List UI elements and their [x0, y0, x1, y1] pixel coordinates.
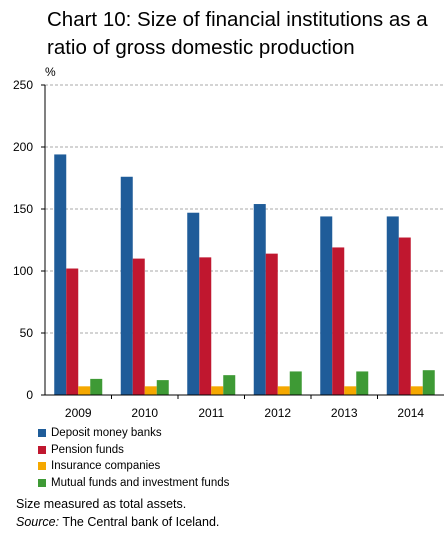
bar-2009-0 — [54, 154, 67, 395]
legend-item-3: Mutual funds and investment funds — [38, 475, 229, 492]
y-tick-label-150: 150 — [13, 202, 33, 216]
bar-2011-2 — [211, 386, 224, 395]
y-tick-label-250: 250 — [13, 78, 33, 92]
bar-2013-3 — [356, 371, 369, 395]
x-axis-ticks: 2009 2010 2011 2012 2013 2014 — [65, 395, 424, 420]
y-tick-label-50: 50 — [20, 326, 34, 340]
bar-2014-2 — [410, 386, 423, 395]
legend-item-0: Deposit money banks — [38, 425, 229, 442]
bar-2009-3 — [90, 378, 103, 395]
bar-2011-1 — [199, 257, 212, 395]
bars — [54, 154, 435, 395]
bar-2012-0 — [253, 204, 266, 395]
x-tick-label-2012: 2012 — [264, 406, 291, 420]
bar-2013-0 — [320, 216, 333, 395]
chart-title-line-2: ratio of gross domestic production — [47, 36, 355, 59]
bar-2010-0 — [120, 176, 133, 395]
legend-label-2: Insurance companies — [51, 460, 161, 472]
bar-2013-2 — [344, 386, 357, 395]
note-source: Source: The Central bank of Iceland. — [16, 514, 219, 532]
bar-2011-0 — [187, 212, 200, 395]
bar-2014-3 — [422, 370, 435, 395]
legend-swatch-2 — [38, 462, 46, 471]
bar-2014-1 — [398, 237, 411, 395]
legend-item-1: Pension funds — [38, 442, 229, 459]
legend-item-2: Insurance companies — [38, 458, 229, 475]
legend-swatch-3 — [38, 478, 46, 487]
legend-label-1: Pension funds — [51, 443, 124, 456]
bar-2012-1 — [265, 253, 278, 395]
source-label: Source: — [16, 514, 60, 529]
bar-2013-1 — [332, 247, 345, 395]
legend-swatch-1 — [38, 445, 46, 454]
bar-2009-2 — [78, 386, 91, 395]
bar-2010-2 — [144, 386, 157, 395]
y-tick-label-0: 0 — [26, 388, 33, 402]
source-text: The Central bank of Iceland. — [59, 514, 220, 529]
legend: Deposit money banks Pension funds Insuranc… — [38, 425, 229, 491]
chart-title: Chart 10: Size of financial institutions… — [47, 6, 437, 62]
y-axis-ticks: 0 50 100 150 200 250 — [13, 78, 45, 402]
bar-2012-3 — [289, 371, 302, 395]
bar-chart: 0 50 100 150 200 250 2009 2010 2011 2012 2013 2014… — [13, 65, 444, 420]
gridlines — [45, 84, 444, 334]
bar-2010-3 — [156, 380, 169, 395]
legend-label-0: Deposit money banks — [51, 427, 162, 439]
bar-2010-1 — [132, 258, 145, 395]
bar-2009-1 — [66, 268, 79, 395]
x-tick-label-2009: 2009 — [65, 406, 92, 420]
x-tick-label-2010: 2010 — [131, 406, 158, 420]
y-axis-label: % — [45, 65, 56, 79]
bar-2012-2 — [277, 386, 290, 395]
y-tick-label-200: 200 — [13, 140, 33, 154]
legend-swatch-0 — [38, 429, 46, 438]
x-tick-label-2011: 2011 — [198, 406, 224, 420]
x-tick-label-2014: 2014 — [397, 406, 424, 420]
y-tick-label-100: 100 — [13, 264, 33, 278]
chart-title-line-1: Chart 10: Size of financial institutions… — [47, 8, 428, 31]
bar-2011-3 — [223, 375, 236, 395]
legend-label-3: Mutual funds and investment funds — [51, 476, 230, 489]
x-tick-label-2013: 2013 — [331, 406, 358, 420]
bar-2014-0 — [386, 216, 399, 395]
chart-notes: Size measured as total assets. Source: T… — [16, 496, 219, 531]
note-size-measure: Size measured as total assets. — [16, 497, 187, 511]
